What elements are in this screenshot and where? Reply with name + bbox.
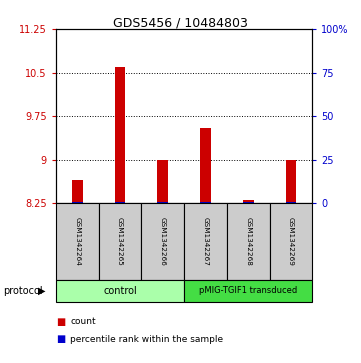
Bar [200,128,211,203]
Text: GSM1342267: GSM1342267 [203,217,208,266]
Bar [200,201,211,203]
Text: GSM1342268: GSM1342268 [245,217,251,266]
Bar [72,180,83,203]
Text: protocol: protocol [4,286,43,296]
Bar [243,202,253,203]
Bar [157,202,168,203]
Text: GSM1342264: GSM1342264 [74,217,80,266]
Text: GDS5456 / 10484803: GDS5456 / 10484803 [113,16,248,29]
Text: GSM1342266: GSM1342266 [160,217,166,266]
Text: ▶: ▶ [38,286,45,296]
Bar [286,202,296,203]
Text: ■: ■ [56,334,65,344]
Text: pMIG-TGIF1 transduced: pMIG-TGIF1 transduced [199,286,297,295]
Bar [243,200,253,203]
Bar [115,67,125,203]
Text: control: control [103,286,137,296]
Text: ■: ■ [56,317,65,327]
Text: percentile rank within the sample: percentile rank within the sample [70,335,223,344]
Bar [286,160,296,203]
Bar [157,160,168,203]
Text: count: count [70,318,96,326]
Bar [72,202,83,203]
Text: GSM1342265: GSM1342265 [117,217,123,266]
Text: GSM1342269: GSM1342269 [288,217,294,266]
Bar [115,201,125,203]
